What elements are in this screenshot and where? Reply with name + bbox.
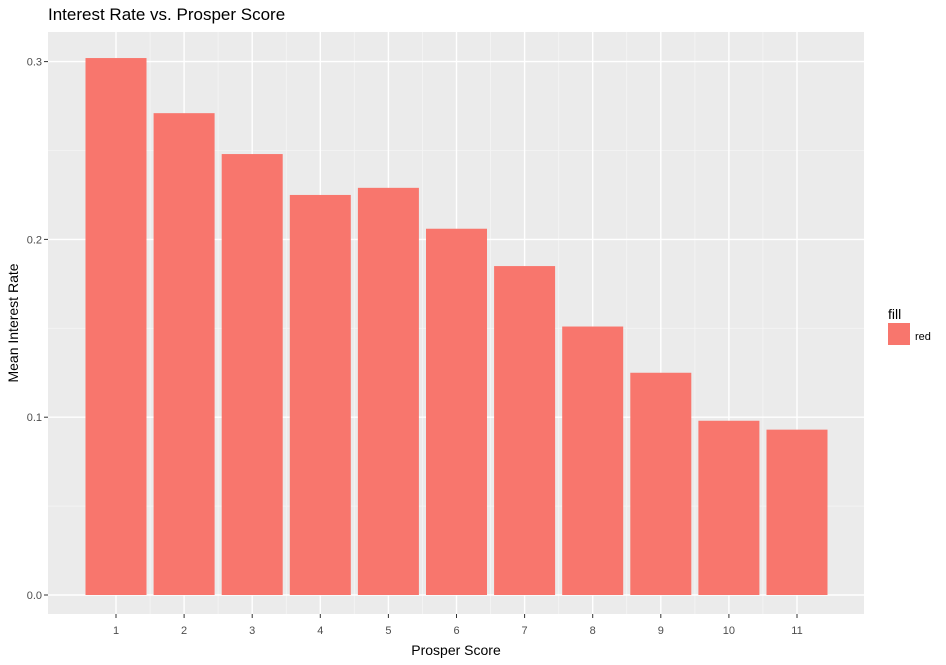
x-tick-label: 2: [181, 625, 187, 637]
bar: [221, 154, 283, 595]
x-tick-label: 6: [453, 625, 459, 637]
legend-key-red: [888, 323, 910, 345]
x-tick-label: 9: [658, 625, 664, 637]
bar: [698, 420, 760, 595]
x-tick-label: 10: [723, 625, 735, 637]
bar: [630, 372, 692, 595]
y-tick-label: 0.0: [27, 590, 42, 602]
x-tick-label: 11: [791, 625, 802, 637]
legend-label-red: red: [915, 331, 931, 343]
x-axis-title: Prosper Score: [411, 642, 501, 658]
y-axis: 0.0 0.1 0.2 0.3: [27, 57, 48, 602]
bar: [766, 429, 828, 595]
chart-title: Interest Rate vs. Prosper Score: [48, 5, 285, 24]
y-tick-label: 0.2: [27, 234, 42, 246]
x-tick-label: 7: [522, 625, 528, 637]
x-tick-label: 3: [249, 625, 255, 637]
y-axis-title: Mean Interest Rate: [5, 263, 21, 382]
bar: [494, 266, 556, 595]
bar: [85, 58, 147, 595]
legend: fill red: [888, 306, 931, 345]
bar: [289, 194, 351, 595]
x-tick-label: 5: [385, 625, 391, 637]
y-tick-label: 0.1: [27, 412, 42, 424]
y-tick-label: 0.3: [27, 57, 42, 69]
bar: [562, 326, 624, 595]
bar: [153, 113, 215, 596]
x-tick-label: 4: [317, 625, 323, 637]
x-axis: 1 2 3 4 5 6 7 8 9 10 11: [113, 614, 803, 637]
x-tick-label: 1: [113, 625, 119, 637]
legend-title: fill: [888, 306, 901, 322]
bar: [357, 187, 419, 595]
bar: [426, 228, 487, 595]
x-tick-label: 8: [590, 625, 596, 637]
bars: [85, 58, 828, 596]
